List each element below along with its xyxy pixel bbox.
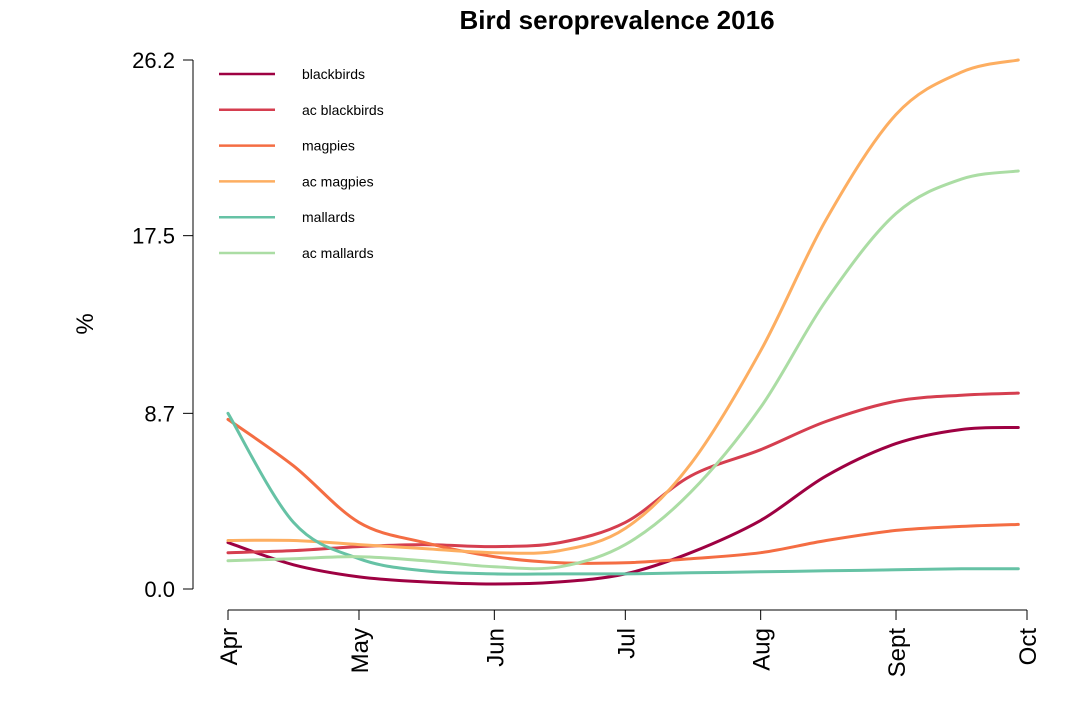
x-tick-label: Oct <box>1015 628 1042 666</box>
series-line-mallards <box>226 411 1020 576</box>
y-axis-label: % <box>72 313 99 334</box>
legend: blackbirds ac blackbirds magpies ac magpies… <box>219 66 384 261</box>
x-tick-label: Sept <box>884 628 911 678</box>
y-tick-label: 26.2 <box>132 48 175 73</box>
legend-label-magpies: magpies <box>302 138 355 154</box>
legend-label-blackbirds: blackbirds <box>302 66 365 82</box>
series-line-magpies <box>226 417 1020 565</box>
series-line-ac-magpies <box>226 58 1020 555</box>
y-axis: 0.0 8.7 17.5 26.2 <box>132 48 194 602</box>
series-line-ac-mallards <box>226 169 1020 571</box>
x-tick-label: Jul <box>613 628 640 659</box>
x-axis: Apr May Jun Jul Aug Sept Oct <box>216 609 1042 678</box>
legend-label-mallards: mallards <box>302 209 355 225</box>
legend-label-ac-mallards: ac mallards <box>302 245 374 261</box>
x-tick-label: Jun <box>482 628 509 667</box>
series-line-ac-blackbirds <box>226 391 1020 555</box>
x-tick-label: Aug <box>749 628 776 671</box>
x-tick-label: May <box>347 628 374 673</box>
legend-label-ac-magpies: ac magpies <box>302 173 374 189</box>
x-tick-label: Apr <box>216 628 243 665</box>
y-tick-label: 8.7 <box>144 401 175 426</box>
y-tick-label: 17.5 <box>132 224 175 249</box>
series-line-blackbirds <box>226 426 1020 586</box>
y-tick-label: 0.0 <box>144 577 175 602</box>
legend-label-ac-blackbirds: ac blackbirds <box>302 102 384 118</box>
series-layer <box>226 58 1020 586</box>
chart-title: Bird seroprevalence 2016 <box>459 5 774 35</box>
